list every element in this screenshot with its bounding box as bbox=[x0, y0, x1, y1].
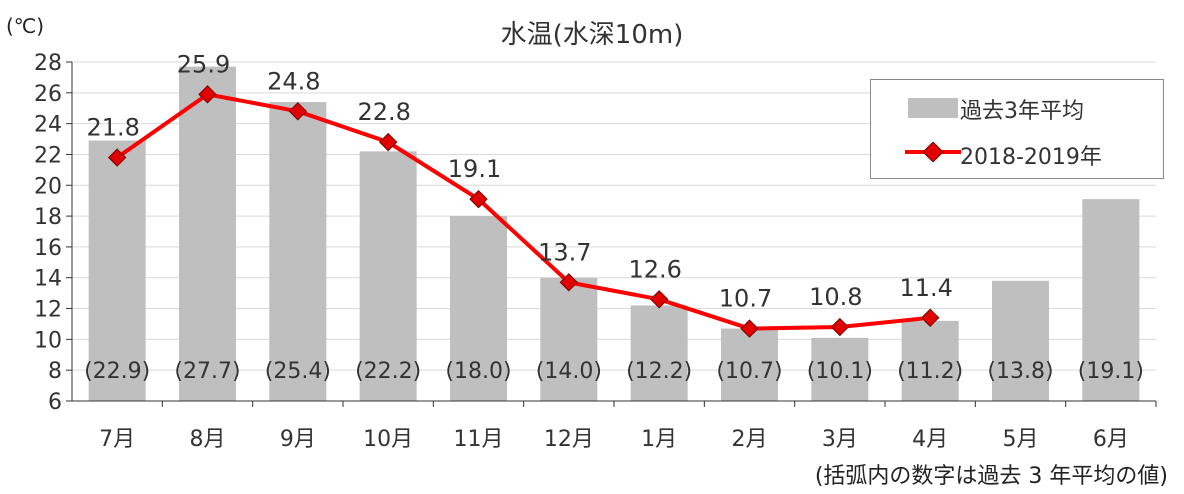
bar bbox=[269, 102, 327, 402]
line-data-label: 10.8 bbox=[809, 283, 862, 311]
line-data-label: 12.6 bbox=[628, 255, 681, 283]
legend-label-average: 過去3年平均 bbox=[960, 99, 1084, 124]
chart-title: 水温(水深10m) bbox=[500, 20, 684, 50]
line-data-label: 25.9 bbox=[177, 50, 230, 78]
y-tick-label: 12 bbox=[34, 298, 62, 323]
bar bbox=[901, 320, 959, 401]
y-tick-label: 10 bbox=[34, 328, 62, 353]
bar bbox=[540, 277, 598, 401]
y-tick-label: 6 bbox=[48, 390, 62, 415]
line-path bbox=[116, 92, 931, 331]
bar bbox=[450, 216, 507, 401]
y-tick-label: 22 bbox=[34, 143, 62, 168]
line-marker bbox=[830, 317, 850, 337]
bar-data-label: (14.0) bbox=[536, 359, 602, 384]
line-marker bbox=[920, 308, 940, 327]
y-tick-label: 18 bbox=[34, 205, 62, 230]
y-tick-label: 28 bbox=[34, 51, 62, 76]
bar-data-label: (25.4) bbox=[265, 359, 331, 384]
x-tick-label: 12月 bbox=[544, 427, 594, 452]
bar bbox=[1082, 199, 1140, 401]
x-tick-label: 5月 bbox=[1003, 427, 1039, 452]
line-data-label: 22.8 bbox=[357, 98, 410, 126]
bar-data-label: (10.7) bbox=[716, 359, 782, 384]
x-tick-label: 1月 bbox=[641, 427, 677, 452]
line-marker bbox=[649, 290, 669, 309]
y-tick-label: 26 bbox=[34, 82, 62, 107]
line-series bbox=[107, 85, 940, 338]
y-tick-label: 16 bbox=[34, 236, 62, 261]
x-tick-label: 8月 bbox=[190, 427, 226, 452]
y-tick-label: 8 bbox=[48, 359, 62, 384]
x-tick-label: 4月 bbox=[912, 427, 948, 452]
axes: 6 8 10 12 14 16 18 20 22 24 26 28 7月 8月 9月 10月 11月 12月 1月 2… bbox=[34, 51, 1157, 452]
y-tick-label: 20 bbox=[34, 174, 62, 199]
x-tick-label: 6月 bbox=[1093, 427, 1129, 452]
y-unit-label: (℃) bbox=[6, 14, 45, 38]
bar bbox=[88, 140, 146, 401]
line-marker bbox=[288, 102, 308, 121]
legend-bar-swatch bbox=[908, 98, 958, 118]
bar-data-label: (13.8) bbox=[987, 359, 1053, 384]
data-labels: (22.9) (27.7) (25.4) (22.2) (18.0) (14.0) (12.… bbox=[84, 50, 1144, 384]
line-data-label: 24.8 bbox=[267, 67, 320, 95]
legend-label-2018-2019: 2018-2019年 bbox=[960, 145, 1102, 170]
bar-data-label: (22.2) bbox=[355, 359, 421, 384]
bar bbox=[630, 305, 688, 401]
line-data-label: 13.7 bbox=[538, 238, 591, 266]
x-tick-label: 10月 bbox=[363, 427, 413, 452]
bar bbox=[359, 151, 417, 401]
bar bbox=[721, 328, 778, 401]
y-tick-label: 14 bbox=[34, 267, 62, 292]
line-marker bbox=[198, 85, 217, 104]
y-tick-label: 24 bbox=[34, 113, 62, 138]
footnote: (括弧内の数字は過去 3 年平均の値) bbox=[814, 464, 1168, 489]
x-tick-label: 7月 bbox=[99, 427, 135, 452]
line-marker bbox=[740, 319, 759, 338]
bar-data-label: (18.0) bbox=[445, 359, 511, 384]
line-marker bbox=[107, 148, 127, 167]
bar-data-label: (11.2) bbox=[897, 359, 963, 384]
line-marker bbox=[559, 273, 579, 292]
bar-data-label: (27.7) bbox=[174, 359, 240, 384]
bar-data-label: (12.2) bbox=[626, 359, 692, 384]
x-tick-label: 3月 bbox=[822, 427, 858, 452]
legend: 過去3年平均 2018-2019年 bbox=[870, 79, 1164, 179]
line-data-label: 19.1 bbox=[448, 155, 501, 183]
bar-data-label: (22.9) bbox=[84, 359, 150, 384]
line-marker bbox=[378, 132, 398, 152]
line-data-label: 10.7 bbox=[719, 285, 772, 313]
line-data-label: 11.4 bbox=[899, 274, 952, 302]
bar-data-label: (10.1) bbox=[807, 359, 873, 384]
x-tick-label: 9月 bbox=[280, 427, 316, 452]
legend-line-swatch bbox=[905, 142, 961, 162]
line-data-label: 21.8 bbox=[86, 114, 139, 142]
x-tick-label: 11月 bbox=[454, 427, 504, 452]
bar bbox=[992, 280, 1049, 401]
bar bbox=[811, 337, 869, 401]
bar-data-label: (19.1) bbox=[1078, 359, 1144, 384]
x-tick-label: 2月 bbox=[732, 427, 768, 452]
average-bars bbox=[88, 66, 1140, 402]
bar bbox=[179, 66, 236, 401]
line-marker bbox=[469, 189, 488, 209]
